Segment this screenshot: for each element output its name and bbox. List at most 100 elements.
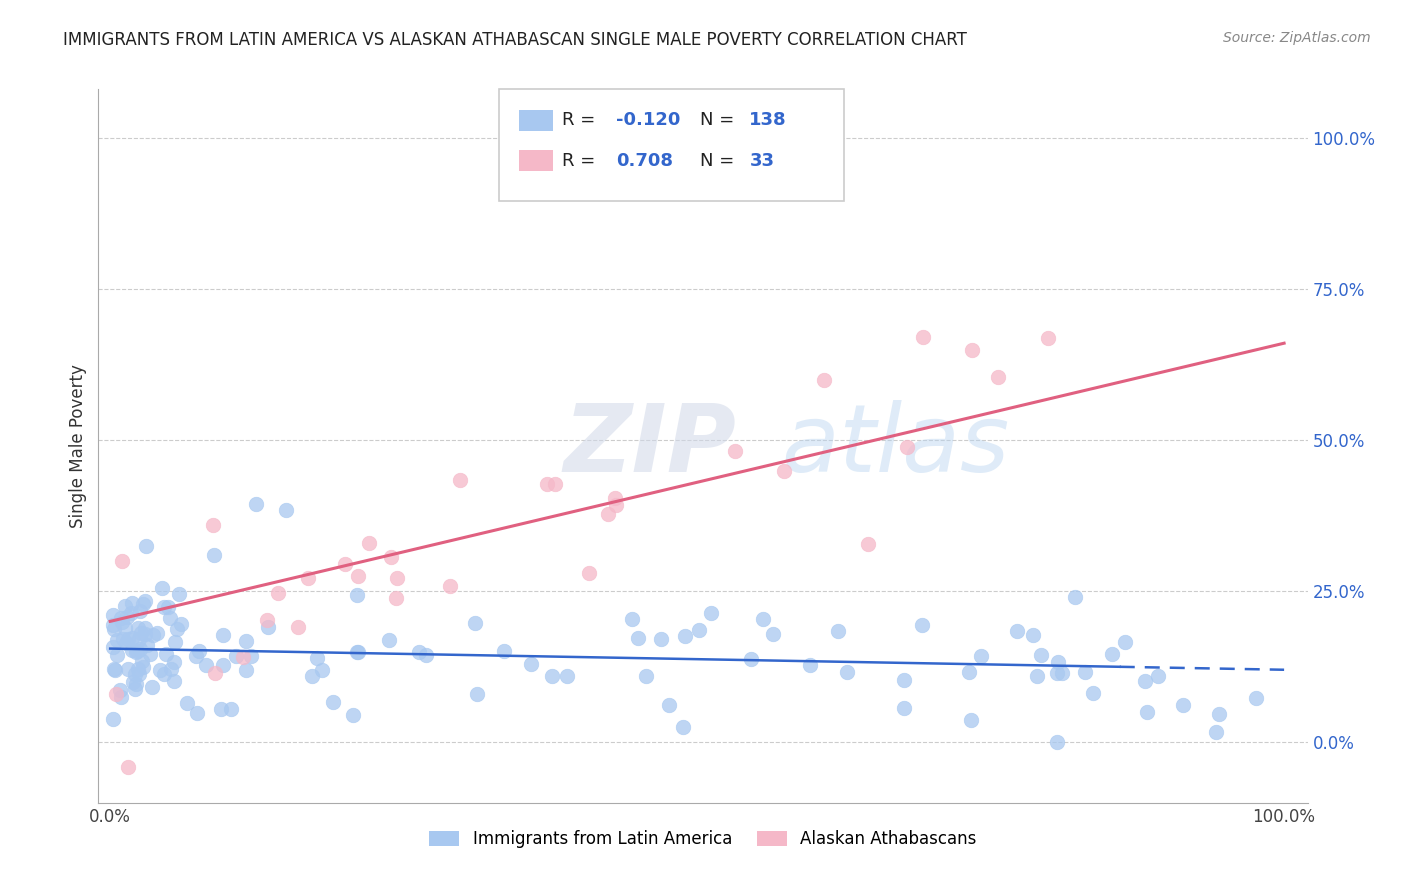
Point (115, 636, 138, 650)
Point (346, 645, 368, 659)
Point (671, 720, 693, 734)
Point (773, 464, 796, 478)
Point (108, 683, 131, 698)
Point (111, 632, 134, 647)
Point (134, 593, 156, 607)
Point (380, 550, 402, 565)
Point (149, 663, 172, 677)
Point (219, 702, 242, 716)
Point (121, 642, 143, 657)
Point (1022, 628, 1045, 642)
Point (634, 668, 657, 682)
Text: Source: ZipAtlas.com: Source: ZipAtlas.com (1223, 31, 1371, 45)
Point (311, 663, 333, 677)
Point (673, 629, 696, 643)
Point (449, 473, 471, 487)
Point (105, 632, 128, 647)
Point (896, 441, 918, 455)
Point (752, 612, 775, 626)
Text: R =: R = (562, 112, 602, 129)
Point (101, 712, 124, 726)
Point (620, 612, 643, 626)
Point (117, 609, 139, 624)
Point (121, 631, 143, 645)
Point (1025, 669, 1047, 683)
Point (129, 641, 152, 656)
Point (105, 648, 128, 663)
Point (578, 566, 600, 581)
Point (157, 599, 180, 614)
Point (245, 497, 267, 511)
Point (125, 645, 148, 659)
Text: -0.120: -0.120 (616, 112, 681, 129)
Point (492, 644, 515, 658)
Point (912, 330, 935, 344)
Point (239, 648, 262, 663)
Point (117, 759, 139, 773)
Point (162, 674, 184, 689)
Point (519, 657, 541, 671)
Point (101, 607, 124, 622)
Point (1046, 735, 1069, 749)
Point (287, 620, 309, 634)
Point (125, 676, 148, 690)
Text: IMMIGRANTS FROM LATIN AMERICA VS ALASKAN ATHABASCAN SINGLE MALE POVERTY CORRELAT: IMMIGRANTS FROM LATIN AMERICA VS ALASKAN… (63, 31, 967, 49)
Point (159, 611, 181, 625)
Point (1135, 674, 1157, 689)
Point (415, 648, 437, 663)
Point (111, 554, 134, 568)
Point (153, 599, 176, 614)
Point (117, 632, 139, 646)
Point (856, 537, 879, 551)
Point (957, 665, 980, 679)
Point (124, 681, 146, 696)
Point (120, 606, 142, 620)
Point (1246, 691, 1268, 706)
Point (910, 618, 932, 632)
Point (103, 662, 125, 676)
Point (378, 633, 401, 648)
Point (111, 615, 134, 629)
Point (135, 539, 157, 553)
Point (121, 675, 143, 690)
Point (187, 643, 209, 657)
Point (1031, 648, 1053, 662)
Point (155, 647, 177, 661)
Point (970, 648, 993, 663)
Point (141, 680, 163, 694)
Point (114, 599, 136, 614)
Point (297, 570, 319, 584)
Point (131, 598, 153, 612)
Point (960, 343, 983, 357)
Point (225, 649, 247, 664)
Point (127, 644, 149, 658)
Point (724, 444, 747, 458)
Point (128, 604, 150, 618)
Point (762, 626, 785, 640)
Point (605, 498, 627, 512)
Legend: Immigrants from Latin America, Alaskan Athabascans: Immigrants from Latin America, Alaskan A… (423, 824, 983, 855)
Point (132, 659, 155, 673)
Point (124, 667, 146, 681)
Text: R =: R = (562, 152, 602, 169)
Point (387, 571, 409, 585)
Point (1208, 707, 1230, 722)
Point (256, 620, 278, 634)
Point (128, 666, 150, 681)
Point (305, 651, 328, 665)
Point (626, 631, 648, 645)
Point (114, 621, 136, 635)
Point (202, 549, 225, 563)
Point (347, 645, 370, 659)
Point (1046, 665, 1069, 680)
Point (131, 654, 153, 668)
Point (987, 369, 1010, 384)
Point (1005, 624, 1028, 638)
Point (267, 585, 290, 599)
Point (835, 665, 858, 679)
Point (167, 587, 190, 601)
Point (699, 606, 721, 620)
Point (893, 700, 915, 714)
Point (650, 632, 672, 646)
Point (146, 626, 169, 640)
